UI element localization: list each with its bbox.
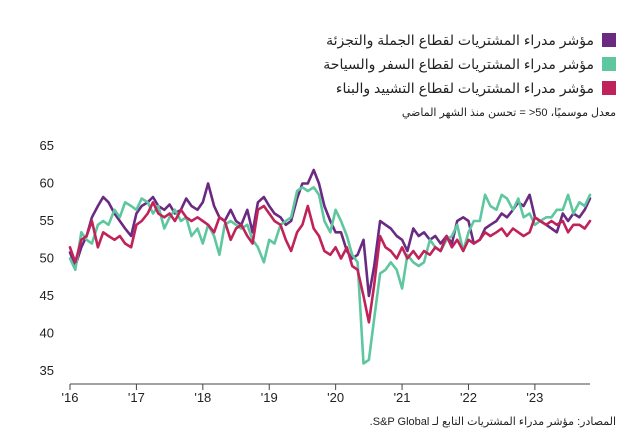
y-tick-label: 45 [40,288,54,303]
x-tick-label: '21 [394,390,411,405]
legend-swatch-construction [602,81,616,95]
y-tick-label: 50 [40,251,54,266]
chart-note: معدل موسميًا، 50< = تحسن منذ الشهر الماض… [401,107,616,119]
x-tick-label: '23 [526,390,543,405]
y-tick-label: 60 [40,176,54,191]
x-tick-label: '19 [261,390,278,405]
series-line-0 [68,168,592,298]
legend-label-wholesale-retail: مؤشر مدراء المشتريات لقطاع الجملة والتجز… [326,31,594,48]
x-tick-label: '20 [327,390,344,405]
legend-swatch-travel-tourism [602,57,616,71]
chart-source: المصادر: مؤشر مدراء المشتريات التابع لـ … [369,416,616,428]
series-line-2 [68,201,592,324]
legend-label-construction: مؤشر مدراء المشتريات لقطاع التشييد والبن… [335,79,594,96]
legend-item-travel-tourism: مؤشر مدراء المشتريات لقطاع السفر والسياح… [323,52,616,76]
legend-swatch-wholesale-retail [602,33,616,47]
x-tick-label: '18 [194,390,211,405]
legend-item-wholesale-retail: مؤشر مدراء المشتريات لقطاع الجملة والتجز… [323,28,616,52]
chart-legend: مؤشر مدراء المشتريات لقطاع الجملة والتجز… [323,28,616,100]
y-tick-label: 55 [40,213,54,228]
legend-item-construction: مؤشر مدراء المشتريات لقطاع التشييد والبن… [323,76,616,100]
legend-label-travel-tourism: مؤشر مدراء المشتريات لقطاع السفر والسياح… [323,55,594,72]
y-tick-label: 40 [40,326,54,341]
y-tick-label: 65 [40,138,54,153]
y-tick-label: 35 [40,363,54,378]
x-tick-label: '16 [62,390,79,405]
x-tick-label: '22 [460,390,477,405]
x-tick-label: '17 [128,390,145,405]
